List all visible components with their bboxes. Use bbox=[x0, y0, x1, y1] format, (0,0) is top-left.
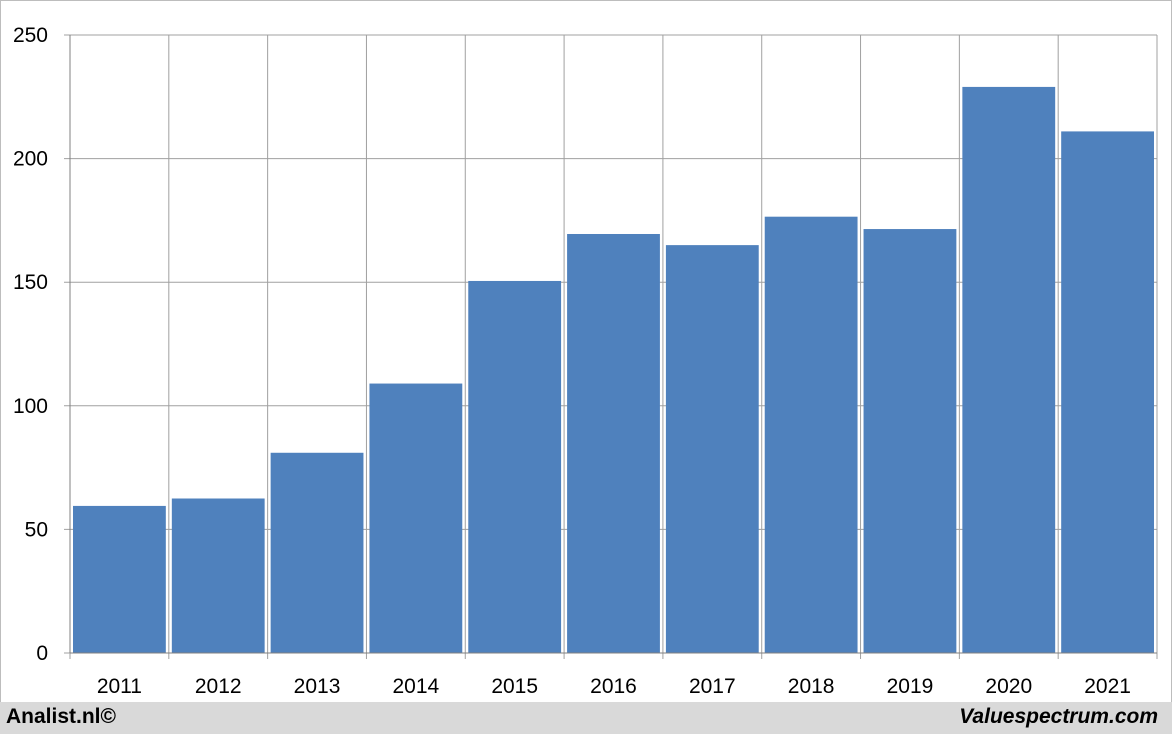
x-tick-label: 2021 bbox=[1084, 675, 1131, 698]
x-tick-label: 2012 bbox=[195, 675, 242, 698]
y-tick-label: 250 bbox=[13, 24, 48, 47]
bar-2018 bbox=[764, 216, 858, 653]
x-tick-label: 2020 bbox=[985, 675, 1032, 698]
bar-2021 bbox=[1061, 131, 1154, 653]
y-tick-label: 50 bbox=[25, 518, 48, 541]
bar-2015 bbox=[468, 280, 562, 653]
x-tick-label: 2013 bbox=[294, 675, 341, 698]
x-tick-label: 2019 bbox=[887, 675, 934, 698]
y-tick-label: 200 bbox=[13, 148, 48, 171]
footer-credit-label: Valuespectrum.com bbox=[959, 705, 1158, 728]
x-tick-label: 2015 bbox=[491, 675, 538, 698]
bar-chart: 0 50 100 150 200 250 2011 2012 2013 2014 2015 2016 2… bbox=[13, 24, 1158, 698]
x-tick-label: 2017 bbox=[689, 675, 736, 698]
y-tick-label: 0 bbox=[36, 642, 48, 665]
bar-2017 bbox=[665, 245, 759, 653]
bar-2013 bbox=[270, 452, 364, 653]
footer-source-label: Analist.nl© bbox=[6, 705, 116, 728]
x-tick-label: 2011 bbox=[97, 675, 142, 698]
bar-2011 bbox=[73, 505, 166, 653]
x-tick-label: 2014 bbox=[393, 675, 440, 698]
bar-2014 bbox=[369, 383, 463, 653]
footer-bar: Analist.nl© Valuespectrum.com bbox=[0, 702, 1172, 734]
bar-2016 bbox=[567, 233, 660, 653]
x-tick-label: 2016 bbox=[590, 675, 637, 698]
bar-2020 bbox=[962, 86, 1056, 654]
bar-2019 bbox=[863, 229, 957, 653]
y-tick-label: 150 bbox=[13, 271, 48, 294]
bar-2012 bbox=[171, 498, 265, 653]
y-tick-label: 100 bbox=[13, 395, 48, 418]
x-tick-label: 2018 bbox=[788, 675, 835, 698]
